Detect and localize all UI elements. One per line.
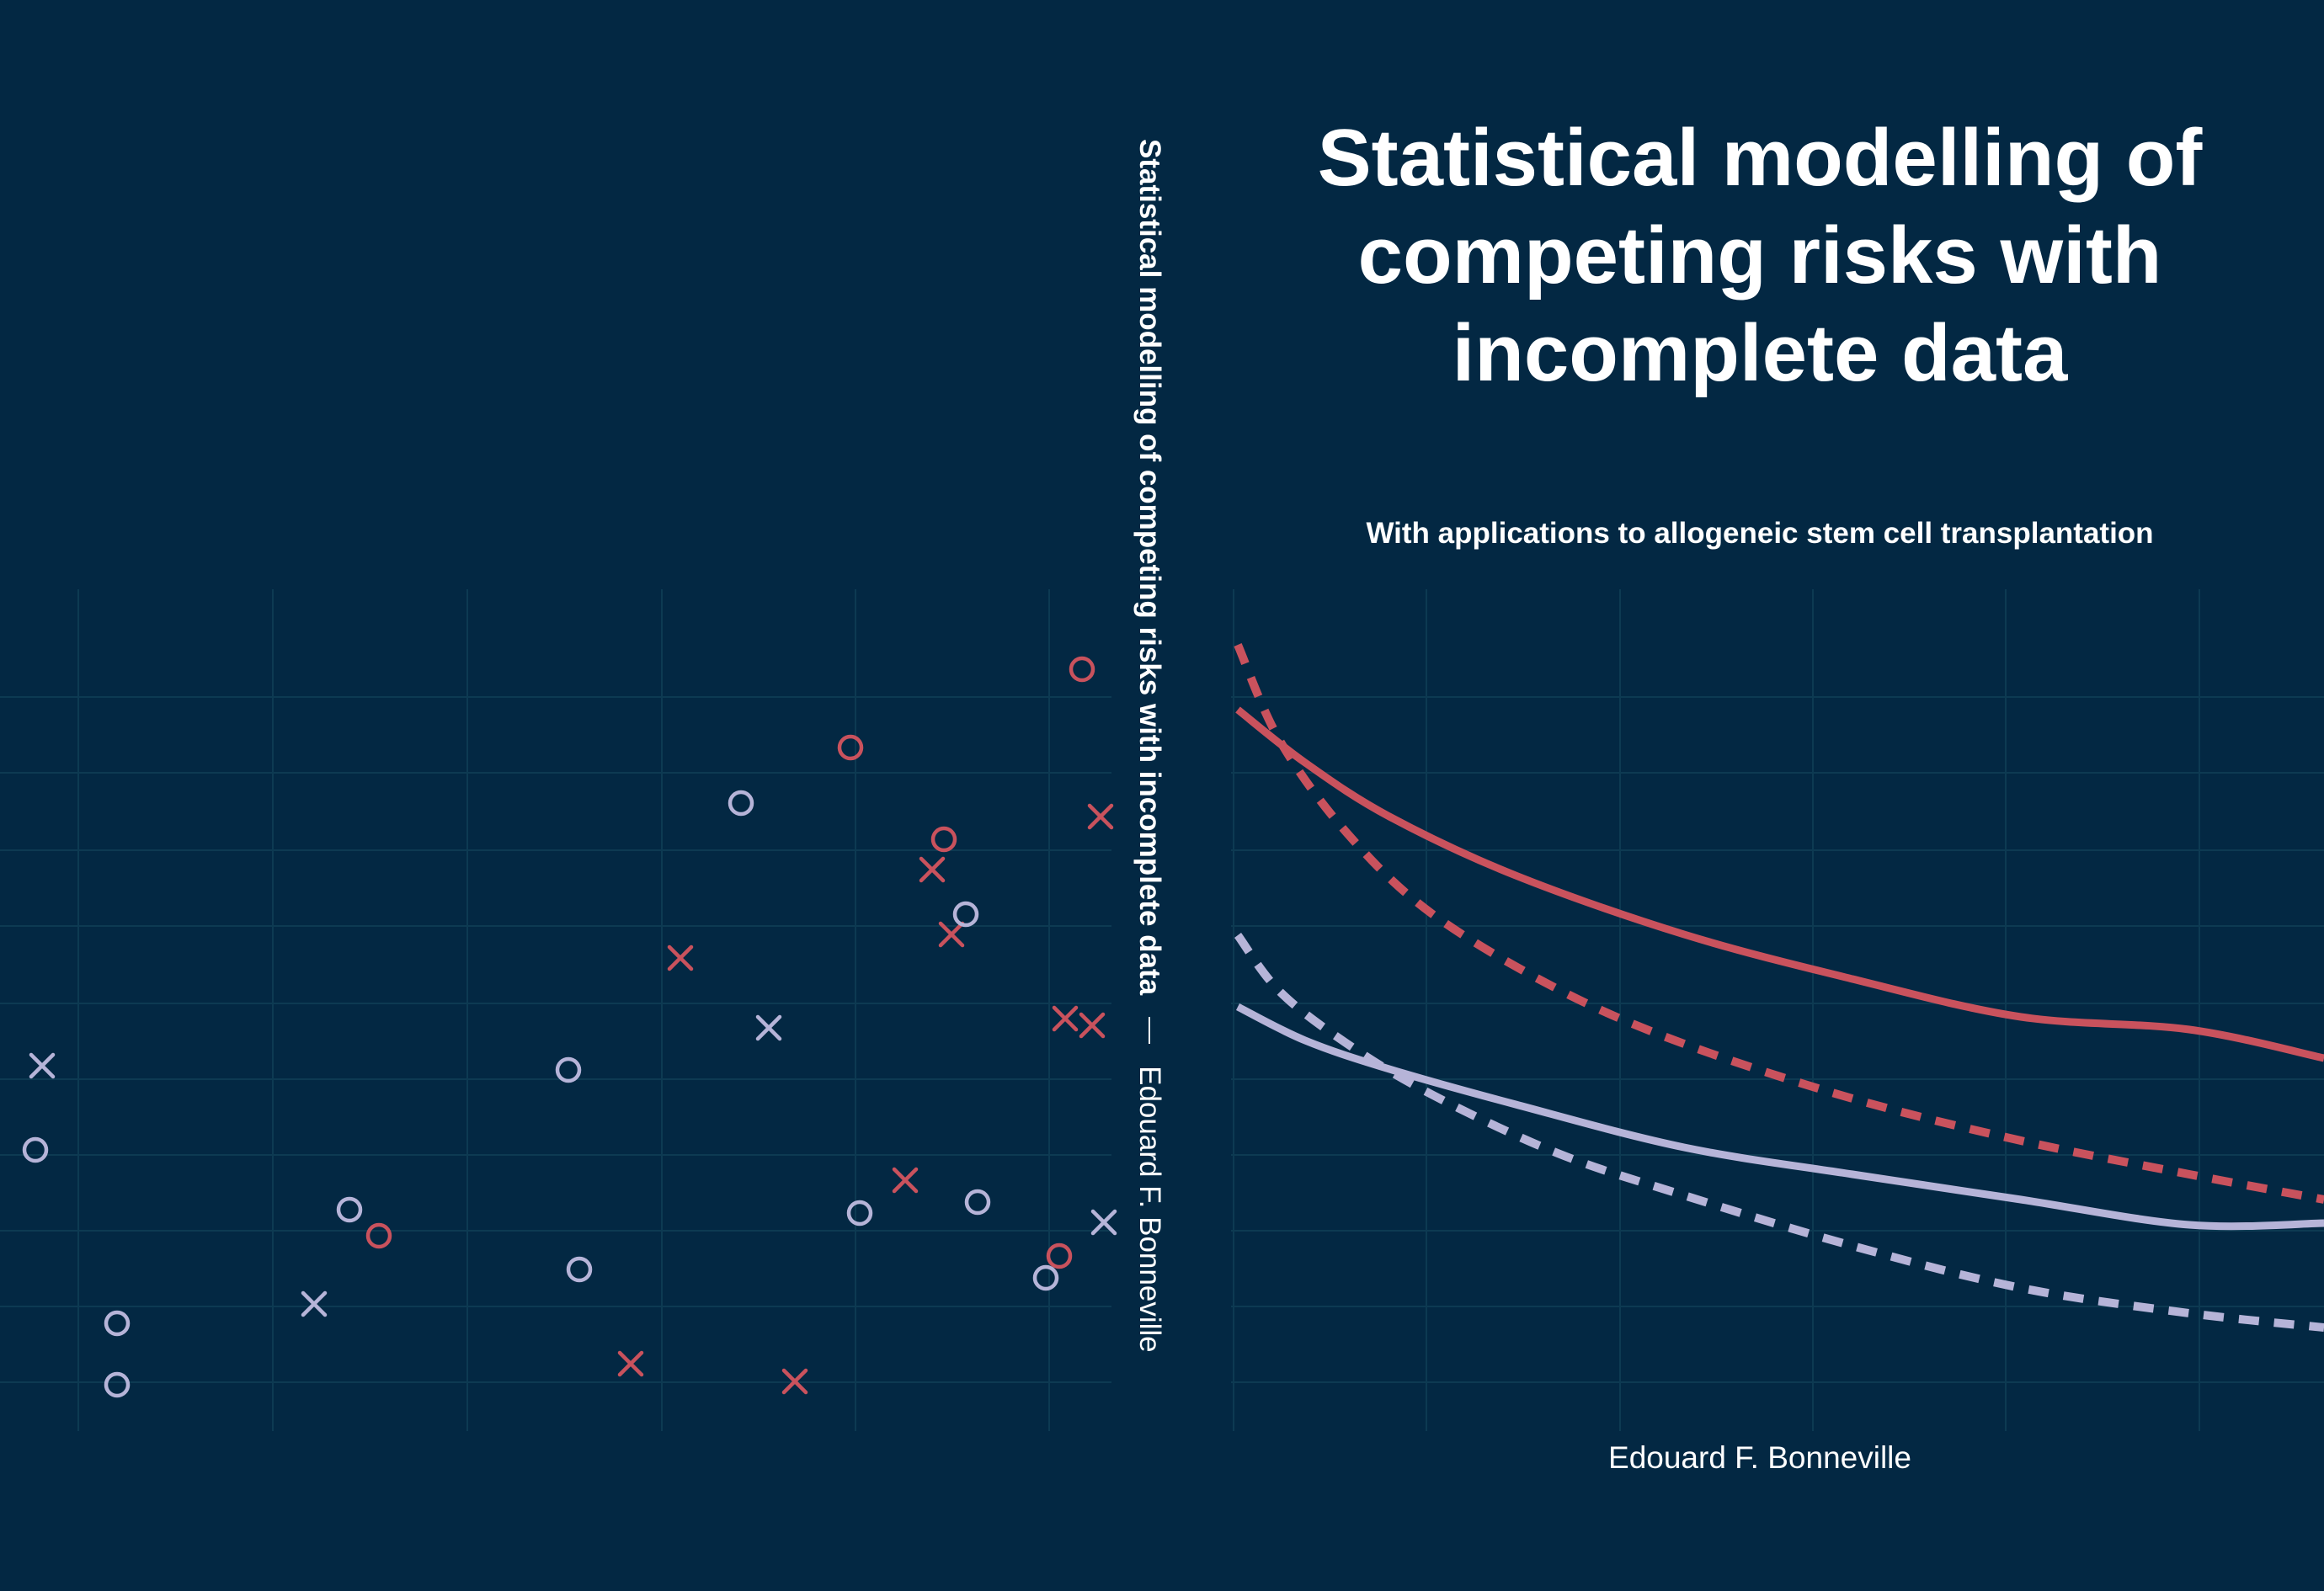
circle-marker-lavender-8 [1032,1264,1059,1291]
red-dashed-curve [1234,642,2324,1204]
front-cover-grid [1231,589,2324,1431]
spine-title: Statistical modelling of competing risks… [1133,139,1166,996]
circle-marker-lavender-2 [555,1056,582,1083]
circle-marker-lavender-5 [964,1189,991,1216]
cross-marker-red-5 [1079,1012,1106,1039]
book-title-line-3: incomplete data [1452,308,2068,398]
book-subtitle: With applications to allogeneic stem cel… [1366,517,2154,550]
circle-marker-lavender-9 [104,1310,131,1337]
cross-marker-red-0 [1087,803,1114,830]
cross-stroke-b [1052,1005,1079,1032]
cross-marker-red-4 [1052,1005,1079,1032]
book-title: Statistical modelling of competing risks… [1221,109,2299,402]
cross-stroke-b [667,944,694,971]
cross-stroke-b [938,921,965,948]
cross-marker-lavender-0 [29,1052,56,1079]
cross-stroke-b [892,1167,919,1194]
spine-separator [1149,1017,1150,1045]
back-cover-grid [0,589,1111,1431]
circle-marker-red-2 [930,826,957,853]
circle-marker-lavender-0 [728,790,754,817]
lavender-solid-curve [1235,1003,2324,1231]
cross-marker-lavender-3 [301,1290,328,1317]
cross-marker-red-8 [781,1368,808,1395]
circle-marker-lavender-7 [566,1256,593,1283]
circle-marker-red-1 [837,734,864,761]
cross-marker-red-1 [919,856,946,883]
red-solid-curve [1235,706,2324,1062]
cumulative-incidence-curves [1234,642,2324,1332]
spine-author-name: Edouard F. Bonneville [1133,1066,1166,1353]
cross-marker-red-7 [617,1350,644,1377]
cross-stroke-b [1090,1209,1117,1236]
cross-stroke-b [301,1290,328,1317]
circle-marker-lavender-6 [846,1200,873,1227]
cross-marker-red-2 [938,921,965,948]
book-spine-text: Statistical modelling of competing risks… [1131,139,1168,1353]
circle-marker-red-4 [1046,1242,1073,1269]
cross-marker-red-3 [667,944,694,971]
circle-marker-red-0 [1069,656,1095,683]
cross-marker-lavender-2 [1090,1209,1117,1236]
cross-stroke-b [755,1014,782,1041]
cross-stroke-b [29,1052,56,1079]
scatter-markers [22,656,1117,1398]
cross-stroke-b [1079,1012,1106,1039]
book-title-line-2: competing risks with [1357,210,2162,301]
cross-marker-lavender-1 [755,1014,782,1041]
front-author-name: Edouard F. Bonneville [1608,1440,1911,1475]
cross-stroke-b [781,1368,808,1395]
cross-stroke-b [617,1350,644,1377]
cross-stroke-b [919,856,946,883]
book-title-line-1: Statistical modelling of [1317,113,2203,203]
circle-marker-lavender-4 [336,1196,363,1223]
circle-marker-lavender-10 [104,1371,131,1398]
lavender-dashed-curve [1234,933,2324,1332]
circle-marker-red-3 [365,1222,392,1249]
cross-marker-red-6 [892,1167,919,1194]
circle-marker-lavender-3 [22,1136,49,1163]
circle-marker-lavender-1 [952,901,979,928]
cross-stroke-b [1087,803,1114,830]
